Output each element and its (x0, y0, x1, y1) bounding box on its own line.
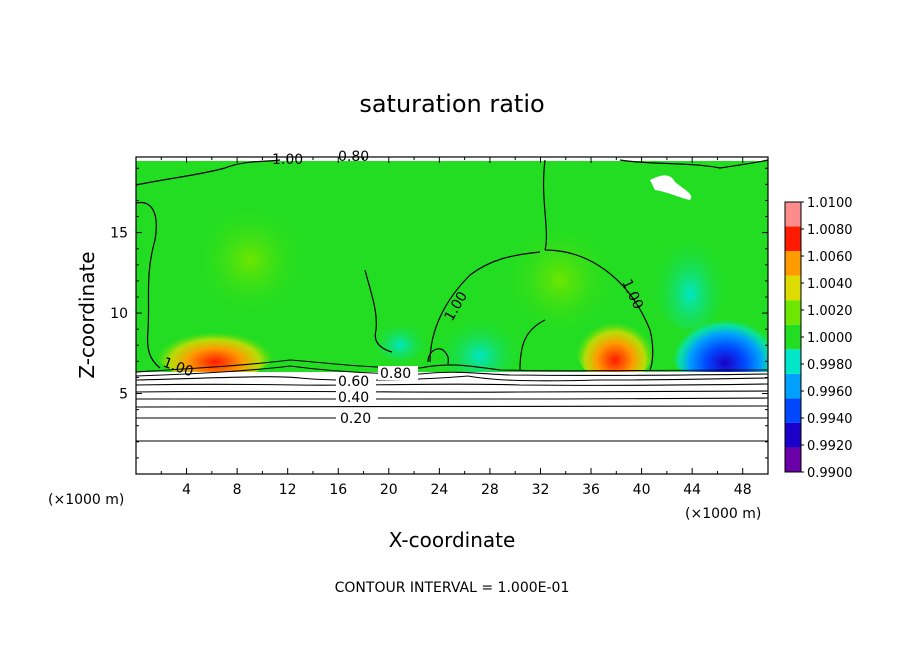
contour-label-bg-0-40 (336, 390, 376, 404)
lower-contours (135, 359, 769, 442)
z-unit-label: (×1000 m) (48, 492, 124, 508)
contour-lines (135, 159, 769, 371)
contour-label-0-60: 0.60 (338, 374, 369, 390)
contour-1-00-top-left (135, 159, 281, 186)
x-tick-label: 4 (182, 482, 191, 498)
x-unit-label: (×1000 m) (685, 506, 761, 522)
colorbar-tick-label: 1.0080 (807, 223, 853, 238)
colorbar-swatch (785, 349, 801, 374)
contour-label-0-80: 0.80 (380, 366, 411, 382)
colorbar-tick-label: 1.0100 (807, 196, 853, 211)
x-tick-label: 32 (532, 482, 550, 498)
top-band-white (136, 157, 768, 161)
contour-1-00-mid (364, 269, 393, 353)
x-tick-label: 20 (380, 482, 398, 498)
colorbar: 1.0100 1.0080 1.0060 1.0040 1.0020 1.0000 0.99… (784, 196, 853, 481)
unsaturated-lower-layer (136, 372, 768, 474)
colorbar-swatch (785, 447, 801, 472)
supersat-region-lower-left (155, 320, 275, 372)
contour-1-00-mid-arch (429, 251, 541, 363)
colorbar-swatch (785, 275, 801, 301)
lower-contour-3 (135, 375, 769, 382)
x-tick-label: 12 (279, 482, 297, 498)
lower-contour-1 (135, 359, 769, 373)
y-axis: 5 10 15 (110, 167, 768, 459)
chart-title: saturation ratio (359, 90, 544, 118)
x-tick-label: 40 (633, 482, 651, 498)
lower-contour-6 (135, 397, 769, 400)
colorbar-tick-label: 1.0000 (807, 331, 853, 346)
cyan-region-1 (435, 300, 525, 372)
lower-contour-5 (135, 390, 769, 393)
lower-contour-4 (135, 383, 769, 386)
x-axis: 4 8 12 16 20 24 28 32 36 40 44 48 (160, 157, 752, 498)
heatmap-field (136, 157, 768, 372)
contour-label-0-40: 0.40 (338, 390, 369, 406)
colorbar-tick-label: 0.9980 (807, 358, 853, 373)
colorbar-swatch (785, 398, 801, 423)
colorbar-swatch (785, 300, 801, 325)
colorbar-tick-label: 0.9900 (807, 466, 853, 481)
cloud-top-white (650, 175, 692, 200)
y-tick-label: 10 (110, 306, 128, 322)
plot-frame (135, 156, 769, 475)
colorbar-swatch (785, 202, 801, 227)
contour-top-right (619, 159, 769, 169)
lightgreen-region-2 (500, 220, 620, 340)
colorbar-tick-label: 0.9920 (807, 439, 853, 454)
contour-1-00-left (135, 201, 161, 369)
y-tick-label: 5 (119, 387, 128, 403)
lower-contour-2 (135, 365, 769, 377)
x-tick-label: 28 (481, 482, 499, 498)
colorbar-tick-label: 1.0020 (807, 304, 853, 319)
x-tick-label: 16 (329, 482, 347, 498)
colorbar-swatch (785, 226, 801, 252)
lightgreen-region-1 (190, 200, 310, 320)
y-tick-label: 15 (110, 226, 128, 242)
colorbar-swatch (785, 422, 801, 448)
x-tick-label: 44 (683, 482, 701, 498)
colorbar-swatch (785, 373, 801, 399)
contour-interval-note: CONTOUR INTERVAL = 1.000E-01 (335, 580, 570, 596)
lower-contour-7 (135, 405, 769, 408)
cyan-region-3 (650, 210, 730, 330)
contour-label-bg-0-20 (336, 411, 378, 425)
colorbar-tick-label: 1.0060 (807, 250, 853, 265)
contour-1-00-small-loop (427, 348, 449, 365)
x-tick-label: 8 (233, 482, 242, 498)
colorbar-tick-label: 1.0040 (807, 277, 853, 292)
colorbar-tick-label: 0.9940 (807, 412, 853, 427)
y-axis-label: Z-coordinate (75, 251, 99, 378)
contour-label-0-20: 0.20 (340, 411, 371, 427)
x-axis-label: X-coordinate (389, 528, 516, 552)
cyan-region-2 (370, 310, 430, 360)
x-tick-label: 36 (582, 482, 600, 498)
contour-label-bg-0-60 (336, 374, 376, 388)
colorbar-swatch (785, 251, 801, 276)
colorbar-swatch (785, 324, 801, 350)
colorbar-tick-label: 0.9960 (807, 385, 853, 400)
x-tick-label: 48 (734, 482, 752, 498)
x-tick-label: 24 (430, 482, 448, 498)
contour-label-bg-0-80 (378, 366, 418, 380)
contour-1-00-right-arch (519, 159, 654, 371)
